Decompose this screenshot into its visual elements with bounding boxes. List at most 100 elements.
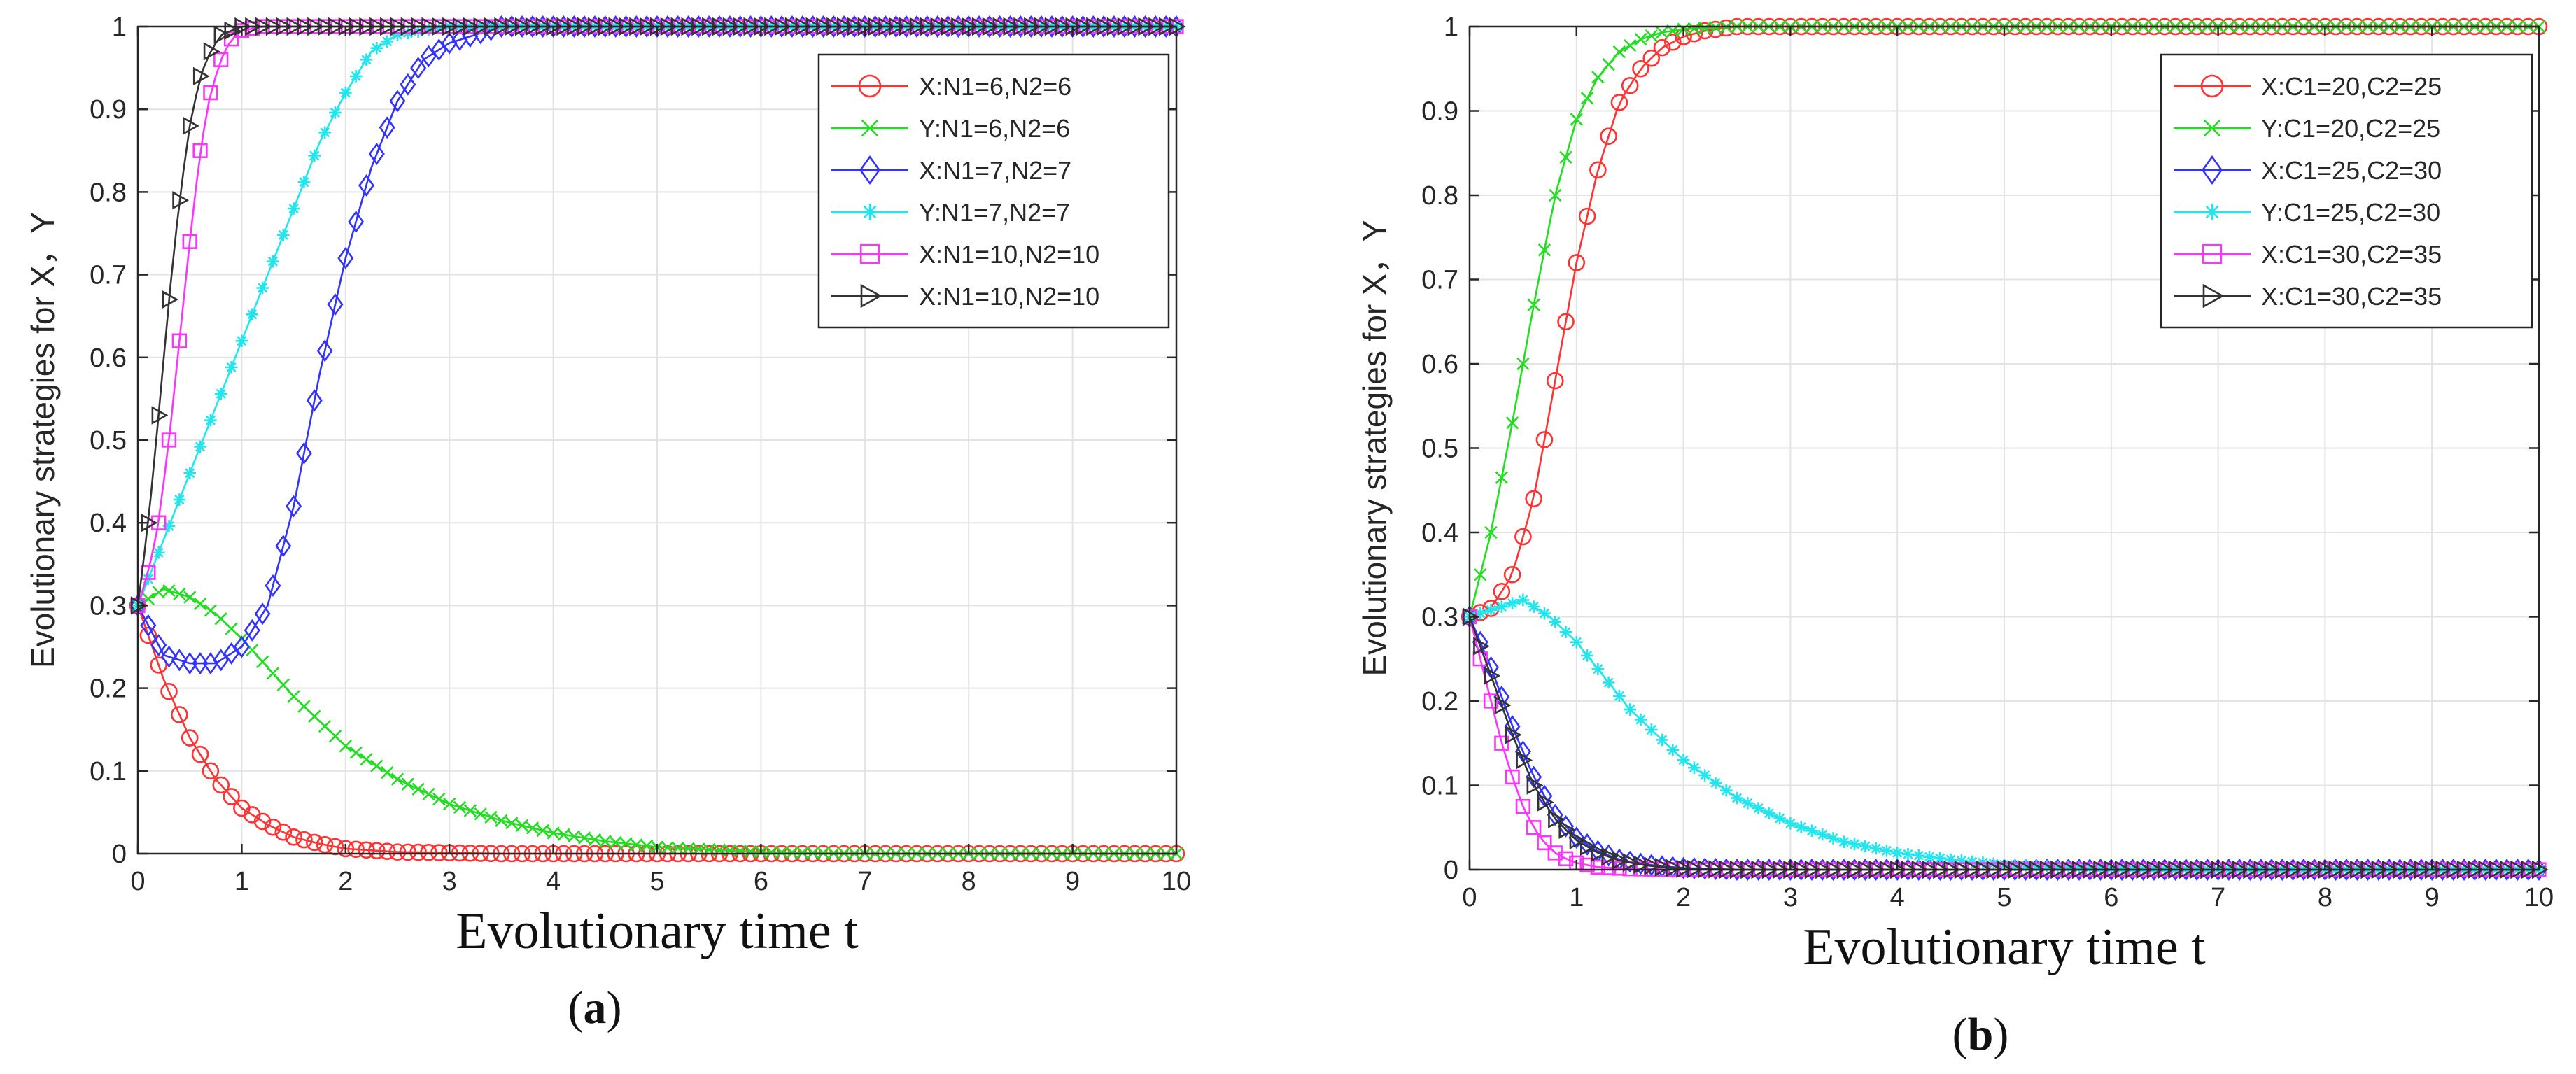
data-point <box>183 116 199 136</box>
data-point <box>329 106 342 119</box>
legend-label: X:C1=30,C2=35 <box>2261 240 2442 269</box>
legend-label: X:C1=25,C2=30 <box>2261 156 2442 185</box>
data-point <box>264 818 282 836</box>
data-point <box>1612 45 1626 59</box>
data-point <box>308 709 321 723</box>
legend-marker <box>861 119 879 137</box>
x-axis-title: Evolutionary time t <box>1803 919 2206 976</box>
data-point <box>339 740 352 753</box>
data-point <box>1493 583 1511 600</box>
data-point <box>609 835 622 849</box>
y-tick-label: 0.8 <box>90 178 127 207</box>
data-point <box>775 845 789 859</box>
data-point <box>1827 832 1840 845</box>
y-tick-label: 0.2 <box>90 674 127 704</box>
data-point <box>1559 626 1572 638</box>
data-point <box>327 293 344 316</box>
data-point <box>172 191 190 210</box>
data-point <box>484 810 498 824</box>
data-point <box>2051 860 2064 873</box>
data-point <box>276 229 290 241</box>
data-point <box>358 174 374 197</box>
data-point <box>1624 38 1637 52</box>
data-point <box>1642 49 1661 67</box>
data-point <box>796 846 809 859</box>
data-point <box>233 635 250 658</box>
data-point <box>349 746 363 759</box>
data-point <box>183 467 196 480</box>
x-tick-label: 10 <box>2524 883 2554 912</box>
data-point <box>1634 32 1647 46</box>
data-point <box>1601 847 1619 866</box>
data-point <box>733 845 747 858</box>
data-point <box>411 782 425 796</box>
data-point <box>1655 26 1669 39</box>
legend-label: X:N1=10,N2=10 <box>919 282 1099 311</box>
data-point <box>400 73 416 96</box>
data-point <box>1525 490 1542 508</box>
data-point <box>1944 853 1957 866</box>
data-point <box>1548 810 1565 828</box>
data-point <box>1632 59 1649 78</box>
data-point <box>443 797 456 811</box>
data-point <box>1515 798 1531 814</box>
x-tick-label: 4 <box>546 867 561 896</box>
data-point <box>214 388 227 400</box>
panel-a: 0 1 2 3 4 5 6 7 8 9 10 0 0.1 0.2 0.3 0.4 0.5 0.6 0.7 0.8 0.9… <box>24 13 1191 1033</box>
data-point <box>1535 431 1554 448</box>
data-point <box>536 824 549 838</box>
x-tick-label: 1 <box>234 867 249 896</box>
data-point <box>213 25 231 45</box>
data-point <box>337 840 355 858</box>
data-point <box>1527 600 1540 613</box>
data-point <box>1645 723 1658 736</box>
panel-label-open: ( <box>568 982 584 1033</box>
data-point <box>181 652 198 675</box>
legend-entry-0: X:C1=20,C2=25 <box>2174 72 2442 101</box>
y-tick-label: 1 <box>112 13 127 42</box>
data-point <box>1558 851 1574 866</box>
panel-label-open: ( <box>1952 1009 1968 1060</box>
data-point <box>388 843 407 861</box>
data-point <box>1579 837 1597 856</box>
data-point <box>360 53 373 66</box>
data-point <box>381 35 393 48</box>
data-point <box>1666 859 1682 877</box>
legend-marker <box>2203 119 2221 137</box>
data-point <box>744 845 757 859</box>
data-point <box>640 839 654 853</box>
data-point <box>285 828 302 846</box>
y-tick-label: 0.4 <box>90 509 127 538</box>
data-point <box>223 642 240 665</box>
data-point <box>1806 824 1818 838</box>
x-tick-label: 1 <box>1569 883 1584 912</box>
data-point <box>391 29 404 41</box>
legend: X:C1=20,C2=25 Y:C1=20,C2=25 X:C1=25,C2=30 Y… <box>2160 53 2533 329</box>
x-tick-label: 4 <box>1890 883 1905 912</box>
y-tick-label: 0.1 <box>90 757 127 786</box>
data-point <box>1591 71 1605 84</box>
data-point <box>1624 703 1636 716</box>
x-tick-label: 0 <box>1462 883 1477 912</box>
y-tick-label: 0 <box>112 840 127 869</box>
data-point <box>152 546 165 559</box>
data-point <box>347 840 365 859</box>
legend-entry-5: X:C1=30,C2=35 <box>2174 282 2442 311</box>
data-point <box>430 38 447 62</box>
legend-box <box>817 53 1170 329</box>
data-point <box>1773 812 1786 825</box>
data-point <box>1645 29 1658 43</box>
data-point <box>577 831 591 845</box>
data-point <box>1472 651 1488 667</box>
data-point <box>173 587 186 601</box>
legend-entry-4: X:N1=10,N2=10 <box>831 240 1099 269</box>
panel-label-letter: b <box>1968 1009 1994 1060</box>
data-point <box>515 819 529 832</box>
x-tick-label: 7 <box>2211 883 2225 912</box>
legend-marker <box>859 243 880 264</box>
data-point <box>495 814 508 827</box>
data-point <box>192 652 209 675</box>
data-point <box>204 604 218 617</box>
data-point <box>316 835 334 854</box>
data-point <box>161 645 178 668</box>
